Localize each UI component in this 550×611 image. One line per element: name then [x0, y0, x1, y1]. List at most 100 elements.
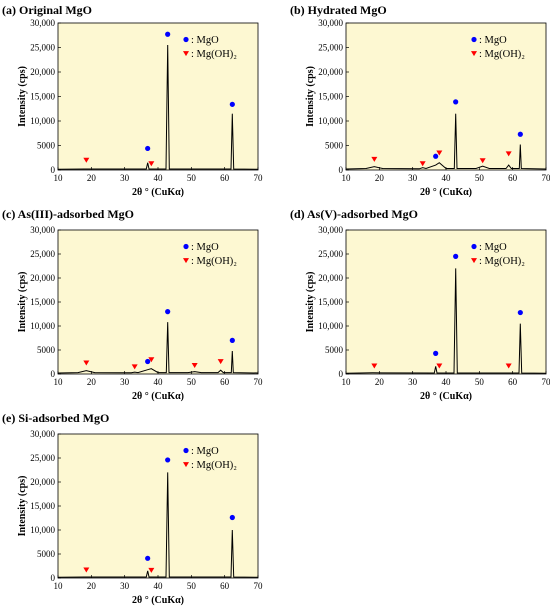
- x-tick-label: 20: [375, 377, 385, 387]
- legend-mgo-marker: [471, 243, 477, 250]
- legend-mgo-marker: [183, 447, 189, 454]
- mgoh2-peak-marker: [148, 357, 155, 363]
- y-axis-label: Intensity (cps): [305, 66, 316, 127]
- mgoh2-peak-marker: [83, 360, 90, 366]
- x-tick-label: 40: [154, 173, 164, 183]
- y-tick-label: 0: [51, 369, 56, 379]
- x-tick-label: 40: [442, 173, 452, 183]
- x-tick-label: 20: [87, 581, 97, 591]
- x-tick-label: 30: [120, 581, 130, 591]
- y-tick-label: 10,000: [30, 525, 55, 535]
- xrd-panel-c: (c) As(III)-adsorbed MgO 0 5000 10,000 15,00…: [2, 207, 263, 402]
- legend-mgoh2-label: : Mg(OH)₂: [191, 256, 237, 267]
- mgo-peak-marker: [145, 145, 151, 152]
- y-tick-label: 20,000: [30, 477, 55, 487]
- y-tick-label: 0: [339, 165, 344, 175]
- legend-mgo-marker: [183, 36, 189, 43]
- x-tick-label: 60: [220, 581, 230, 591]
- x-tick-label: 60: [220, 377, 230, 387]
- y-tick-label: 30,000: [30, 429, 55, 439]
- x-axis-label: 2θ ° (CuKα): [420, 187, 472, 198]
- xrd-panel-b: (b) Hydrated MgO 0 5000 10,000 15,000 20,000 2…: [290, 3, 550, 198]
- xrd-pattern-line: [57, 44, 259, 170]
- y-tick-label: 0: [339, 369, 344, 379]
- x-tick-label: 60: [508, 377, 518, 387]
- x-tick-label: 60: [508, 173, 518, 183]
- legend-mgoh2-marker: [183, 462, 189, 468]
- mgoh2-peak-marker: [217, 359, 224, 365]
- xrd-panel-e: (e) Si-adsorbed MgO 0 5000 10,000 15,000 20,0…: [2, 411, 263, 606]
- mgo-peak-marker: [165, 31, 171, 37]
- mgo-peak-marker: [229, 514, 235, 521]
- mgoh2-peak-marker: [148, 161, 155, 167]
- y-tick-label: 0: [51, 165, 56, 175]
- mgoh2-peak-marker: [419, 161, 426, 167]
- y-tick-label: 30,000: [30, 18, 55, 28]
- mgoh2-peak-marker: [83, 157, 90, 163]
- y-tick-label: 5000: [37, 345, 56, 355]
- mgoh2-peak-marker: [371, 156, 378, 162]
- y-axis-label: Intensity (cps): [305, 272, 316, 333]
- x-tick-label: 20: [375, 173, 385, 183]
- x-tick-label: 10: [54, 377, 64, 387]
- x-axis-label: 2θ ° (CuKα): [132, 187, 184, 198]
- y-tick-label: 15,000: [318, 92, 343, 102]
- legend-mgoh2-marker: [471, 258, 477, 264]
- mgoh2-peak-marker: [148, 567, 155, 573]
- y-tick-label: 20,000: [30, 273, 55, 283]
- x-tick-label: 30: [408, 377, 418, 387]
- panel-title: (b) Hydrated MgO: [290, 3, 387, 17]
- y-tick-label: 15,000: [30, 501, 55, 511]
- mgoh2-peak-marker: [371, 363, 378, 369]
- y-tick-label: 10,000: [318, 321, 343, 331]
- plot-area: [345, 22, 547, 171]
- xrd-pattern-line: [345, 113, 547, 170]
- x-tick-label: 70: [254, 581, 264, 591]
- y-tick-label: 30,000: [318, 18, 343, 28]
- mgo-peak-marker: [517, 131, 523, 137]
- legend-mgo-marker: [183, 243, 189, 250]
- xrd-panel-a: (a) Original MgO 0 5000 10,000 15,000 20,000 2…: [2, 3, 263, 198]
- y-tick-label: 20,000: [318, 273, 343, 283]
- mgoh2-peak-marker: [83, 567, 90, 573]
- x-axis-label: 2θ ° (CuKα): [132, 391, 184, 402]
- mgo-peak-marker: [453, 253, 459, 259]
- x-tick-label: 50: [187, 377, 197, 387]
- y-tick-label: 15,000: [30, 297, 55, 307]
- y-tick-label: 20,000: [30, 67, 55, 77]
- y-tick-label: 10,000: [30, 321, 55, 331]
- x-tick-label: 70: [542, 173, 550, 183]
- mgoh2-peak-marker: [436, 363, 443, 369]
- legend-mgoh2-label: : Mg(OH)₂: [479, 256, 525, 267]
- y-tick-label: 30,000: [318, 225, 343, 235]
- mgoh2-peak-marker: [479, 158, 486, 164]
- panel-title: (d) As(V)-adsorbed MgO: [290, 207, 418, 221]
- legend-mgoh2-label: : Mg(OH)₂: [191, 49, 237, 60]
- xrd-pattern-line: [57, 472, 259, 578]
- plot-area: [57, 433, 259, 579]
- x-tick-label: 30: [120, 377, 130, 387]
- plot-area: [57, 229, 259, 375]
- x-axis-label: 2θ ° (CuKα): [132, 595, 184, 606]
- x-tick-label: 50: [187, 581, 197, 591]
- xrd-pattern-line: [345, 268, 547, 374]
- y-tick-label: 20,000: [318, 67, 343, 77]
- x-tick-label: 10: [342, 173, 352, 183]
- y-tick-label: 0: [51, 573, 56, 583]
- y-tick-label: 15,000: [318, 297, 343, 307]
- panel-title: (a) Original MgO: [2, 3, 92, 17]
- mgoh2-peak-marker: [191, 362, 198, 368]
- x-tick-label: 40: [442, 377, 452, 387]
- y-axis-label: Intensity (cps): [17, 476, 28, 537]
- y-tick-label: 15,000: [30, 92, 55, 102]
- mgo-peak-marker: [165, 309, 171, 315]
- legend-mgo-label: : MgO: [191, 446, 219, 457]
- legend-mgo-label: : MgO: [191, 35, 219, 46]
- mgoh2-peak-marker: [505, 363, 512, 369]
- mgo-peak-marker: [145, 555, 151, 561]
- y-tick-label: 10,000: [30, 116, 55, 126]
- xrd-panel-d: (d) As(V)-adsorbed MgO 0 5000 10,000 15,000 2…: [290, 207, 550, 402]
- x-tick-label: 20: [87, 377, 97, 387]
- y-axis-label: Intensity (cps): [17, 66, 28, 127]
